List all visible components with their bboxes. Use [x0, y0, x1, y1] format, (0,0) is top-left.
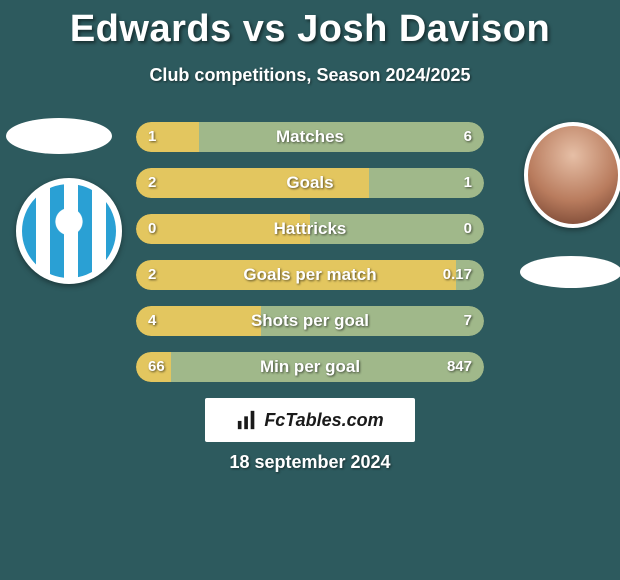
team-right-badge-placeholder: [520, 256, 620, 288]
player-right-avatar: [524, 122, 620, 228]
fctables-watermark: FcTables.com: [205, 398, 415, 442]
stat-bar-right: [199, 122, 484, 152]
page-subtitle: Club competitions, Season 2024/2025: [0, 65, 620, 86]
stat-bar-left: [136, 122, 199, 152]
comparison-infographic: Edwards vs Josh Davison Club competition…: [0, 0, 620, 580]
stat-bar-left: [136, 260, 456, 290]
stat-bar-right: [261, 306, 484, 336]
stat-bar-left: [136, 214, 310, 244]
stat-row: Goals per match20.17: [136, 260, 484, 290]
bar-chart-icon: [236, 409, 258, 431]
fctables-label: FcTables.com: [264, 410, 383, 431]
page-title: Edwards vs Josh Davison: [0, 0, 620, 51]
stat-row: Matches16: [136, 122, 484, 152]
stat-row: Shots per goal47: [136, 306, 484, 336]
team-left-badge: [16, 178, 122, 284]
stat-row: Hattricks00: [136, 214, 484, 244]
stat-bar-right: [171, 352, 484, 382]
stat-bar-left: [136, 352, 171, 382]
snapshot-date: 18 september 2024: [0, 452, 620, 473]
player-left-badge-placeholder: [6, 118, 112, 154]
stat-row: Min per goal66847: [136, 352, 484, 382]
stat-bar-right: [369, 168, 484, 198]
stat-bar-left: [136, 168, 369, 198]
stat-bar-right: [310, 214, 484, 244]
stats-panel: Matches16 Goals21 Hattricks00 Goals per mat…: [136, 122, 484, 398]
stat-bar-right: [456, 260, 484, 290]
stat-bar-left: [136, 306, 261, 336]
stat-row: Goals21: [136, 168, 484, 198]
